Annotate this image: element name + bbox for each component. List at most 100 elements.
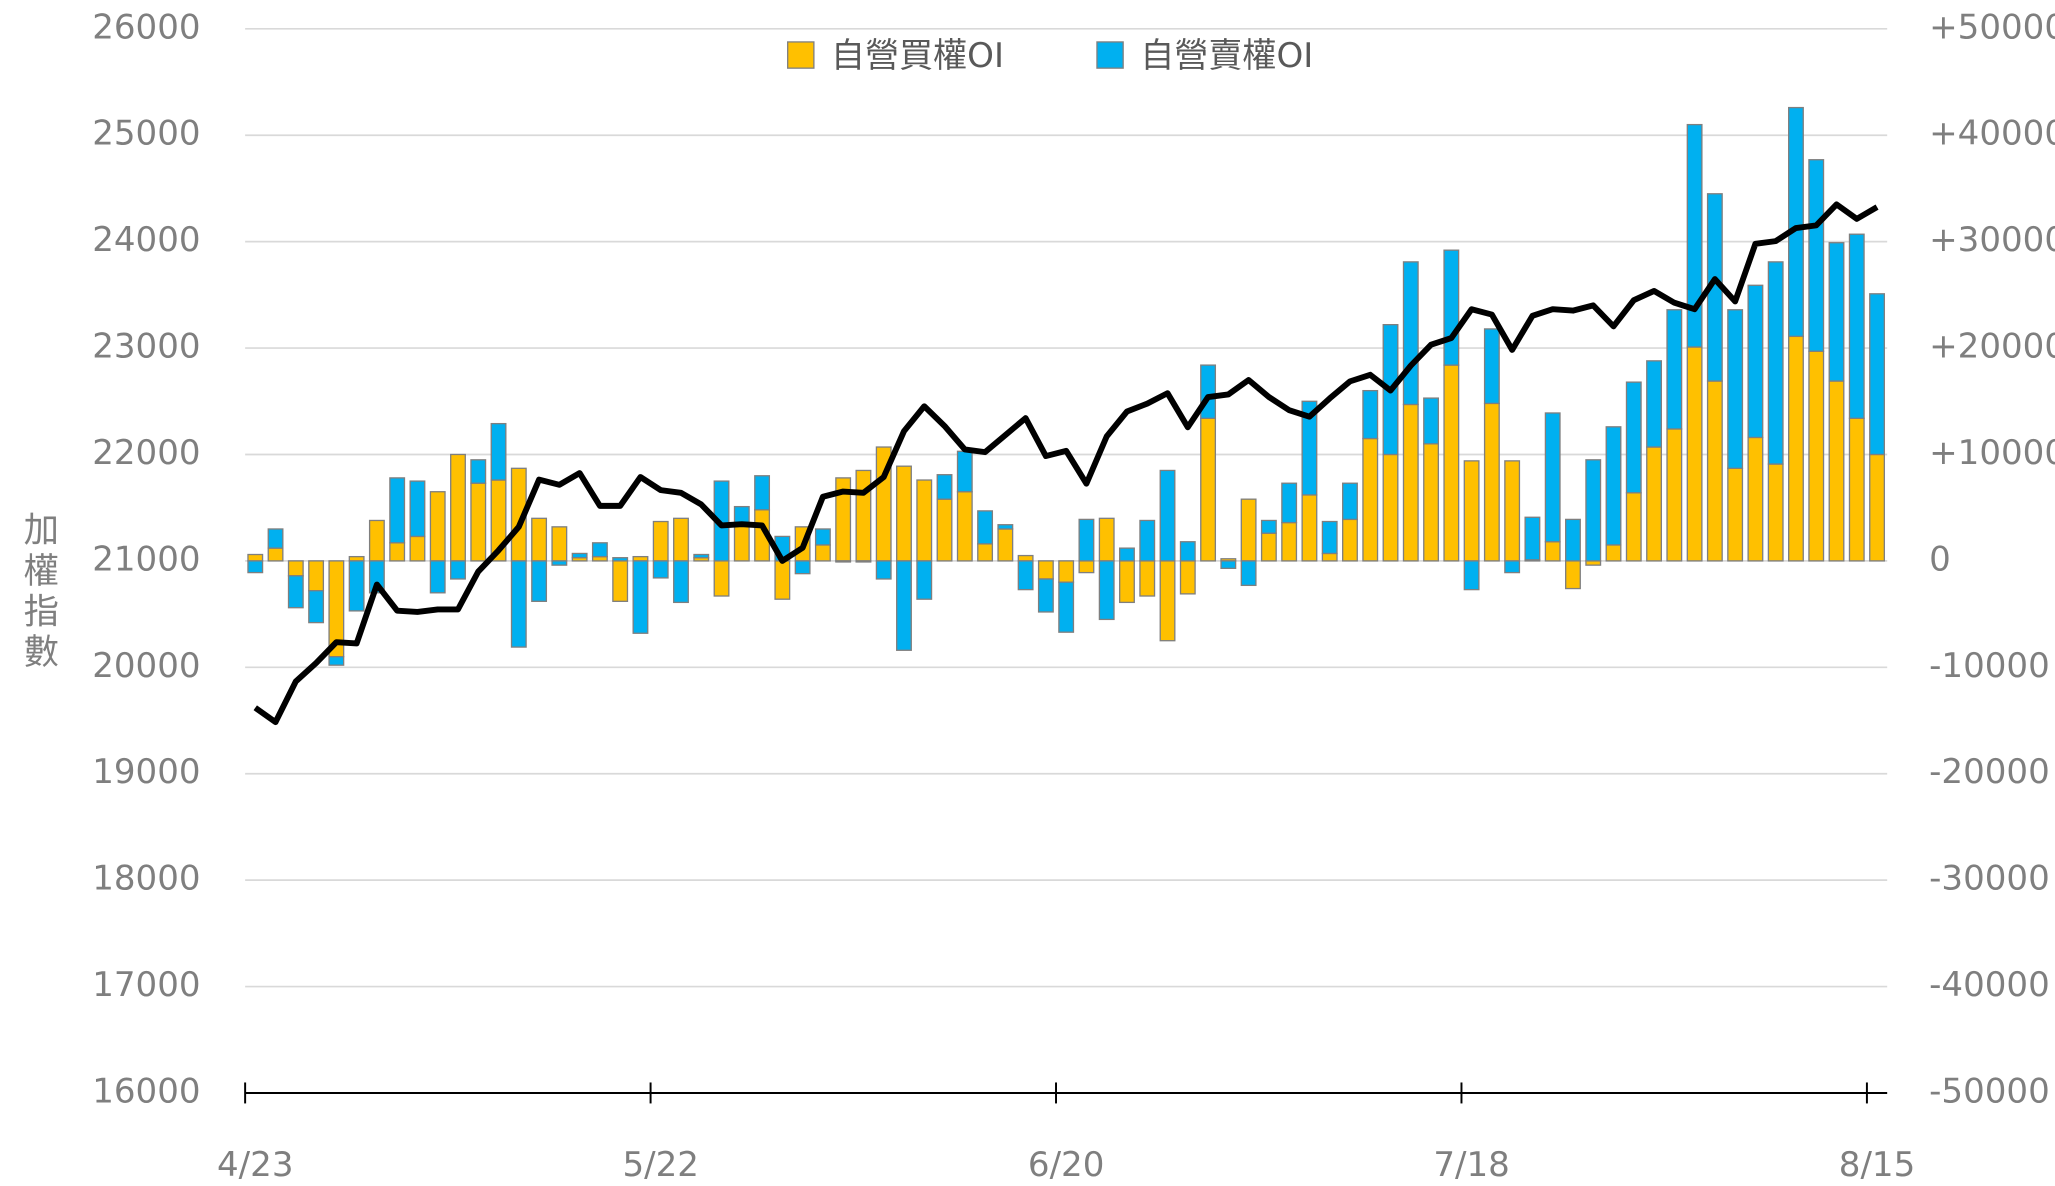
bar bbox=[1342, 518, 1358, 562]
bar bbox=[916, 560, 933, 600]
bar bbox=[1017, 554, 1034, 562]
bar bbox=[1443, 249, 1460, 366]
bar bbox=[1788, 106, 1804, 338]
y2-tick-label: +20000 bbox=[1929, 327, 2055, 367]
bar bbox=[1605, 426, 1622, 546]
bar bbox=[1240, 498, 1257, 562]
bar bbox=[308, 590, 325, 624]
bar bbox=[936, 498, 953, 562]
bar bbox=[1078, 518, 1095, 562]
bar bbox=[713, 560, 730, 597]
bar bbox=[1869, 453, 1886, 562]
bar bbox=[1362, 437, 1379, 562]
bar bbox=[287, 560, 304, 577]
bar bbox=[1828, 242, 1845, 382]
bar bbox=[1301, 494, 1318, 562]
bar bbox=[1504, 560, 1521, 574]
bar bbox=[1159, 560, 1176, 642]
y-tick-label: 25000 bbox=[92, 114, 200, 154]
bar bbox=[612, 557, 629, 562]
x-tick-label: 5/22 bbox=[622, 1145, 699, 1185]
bar bbox=[389, 477, 406, 544]
legend-label: 自營賣權OI bbox=[1140, 36, 1313, 76]
bar bbox=[470, 459, 487, 484]
bar bbox=[551, 560, 568, 566]
y2-tick-label: +30000 bbox=[1929, 220, 2055, 260]
bar bbox=[1828, 380, 1845, 562]
y-tick-label: 17000 bbox=[92, 965, 200, 1005]
bar bbox=[977, 543, 994, 562]
bar bbox=[247, 553, 264, 562]
bar bbox=[855, 469, 872, 562]
bar bbox=[1423, 397, 1440, 445]
bar bbox=[1362, 389, 1379, 440]
y2-tick-label: -20000 bbox=[1929, 752, 2050, 792]
bar bbox=[348, 560, 365, 612]
bar bbox=[1179, 560, 1196, 595]
bar bbox=[1119, 547, 1135, 562]
bar bbox=[247, 560, 264, 574]
bar bbox=[652, 520, 669, 562]
bar bbox=[936, 474, 953, 500]
bar bbox=[956, 491, 973, 562]
bar bbox=[1767, 463, 1784, 562]
y2-tick-label: -30000 bbox=[1929, 859, 2050, 899]
bar bbox=[1281, 521, 1298, 562]
bar bbox=[1281, 482, 1298, 524]
y2-tick-label: +50000 bbox=[1929, 7, 2055, 47]
bar bbox=[1686, 123, 1703, 348]
bar bbox=[1119, 560, 1135, 604]
bar bbox=[328, 656, 345, 666]
bar bbox=[896, 560, 912, 651]
bar bbox=[1848, 233, 1865, 419]
legend-swatch bbox=[787, 41, 815, 69]
y-tick-label: 23000 bbox=[92, 327, 200, 367]
bar bbox=[1869, 293, 1886, 456]
y2-tick-label: -10000 bbox=[1929, 646, 2050, 686]
index-line bbox=[253, 201, 1879, 726]
bar bbox=[1017, 560, 1034, 591]
bar bbox=[1788, 335, 1804, 562]
bar bbox=[1504, 460, 1521, 562]
bar bbox=[1706, 380, 1723, 562]
bar bbox=[1625, 492, 1642, 562]
y-tick-label: 24000 bbox=[92, 220, 200, 260]
bar bbox=[1321, 552, 1338, 562]
y2-tick-label: +40000 bbox=[1929, 114, 2055, 154]
bar bbox=[1463, 460, 1480, 562]
bar bbox=[470, 482, 487, 562]
bar bbox=[531, 560, 548, 602]
bar bbox=[916, 479, 933, 562]
bar bbox=[389, 542, 406, 562]
bar bbox=[450, 560, 466, 580]
y-axis-title: 加權指數 bbox=[18, 511, 59, 674]
bar bbox=[997, 524, 1014, 530]
bar bbox=[1058, 560, 1075, 583]
bar bbox=[956, 450, 973, 493]
bar bbox=[1646, 446, 1663, 562]
bar bbox=[308, 560, 325, 592]
bar bbox=[409, 535, 426, 562]
bar bbox=[429, 491, 446, 562]
bar bbox=[1139, 560, 1156, 597]
bar bbox=[1382, 453, 1399, 562]
bar bbox=[1200, 417, 1217, 562]
x-tick-label: 6/20 bbox=[1028, 1145, 1105, 1185]
bar bbox=[1747, 436, 1764, 562]
bar bbox=[1402, 261, 1419, 406]
bar bbox=[1321, 520, 1338, 555]
y-tick-label: 16000 bbox=[92, 1071, 200, 1111]
bar bbox=[450, 453, 466, 562]
bar bbox=[1625, 381, 1642, 494]
bar bbox=[1098, 517, 1115, 562]
bar bbox=[652, 560, 669, 579]
bar bbox=[1098, 560, 1115, 621]
bar bbox=[632, 560, 649, 634]
bar bbox=[531, 517, 548, 562]
bar bbox=[1808, 350, 1825, 562]
bar bbox=[1544, 541, 1561, 562]
bar bbox=[814, 544, 831, 562]
y2-tick-label: +10000 bbox=[1929, 433, 2055, 473]
y2-tick-label: 0 bbox=[1929, 539, 1951, 579]
